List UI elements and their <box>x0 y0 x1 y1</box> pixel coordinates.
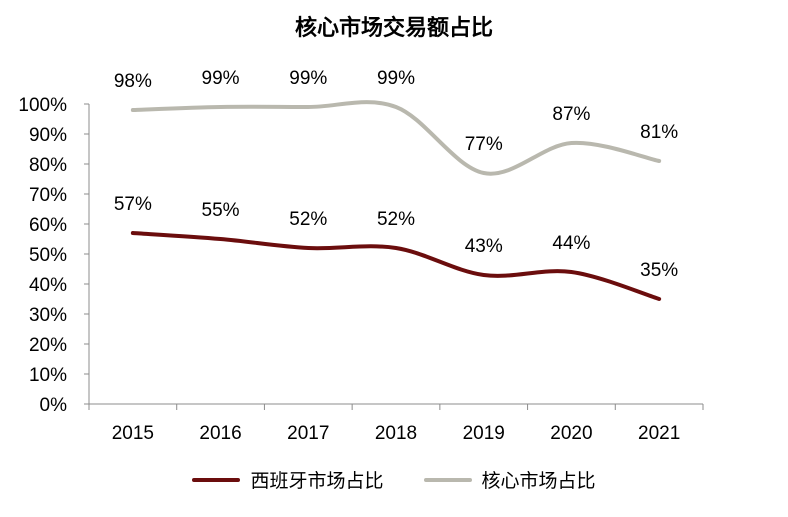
legend: 西班牙市场占比 核心市场占比 <box>0 466 788 493</box>
data-label-spain: 43% <box>465 236 503 257</box>
y-tick-label: 90% <box>29 125 67 146</box>
data-label-spain: 44% <box>552 233 590 254</box>
data-label-spain: 55% <box>202 200 240 221</box>
data-label-spain: 35% <box>640 260 678 281</box>
data-label-core: 81% <box>640 122 678 143</box>
legend-swatch-core <box>423 477 472 482</box>
y-tick-label: 20% <box>29 335 67 356</box>
legend-label-spain: 西班牙市场占比 <box>250 470 384 492</box>
y-tick-label: 30% <box>29 305 67 326</box>
y-tick-label: 70% <box>29 185 67 206</box>
y-tick-label: 80% <box>29 155 67 176</box>
legend-item-spain: 西班牙市场占比 <box>192 466 384 493</box>
data-label-core: 99% <box>289 68 327 89</box>
x-tick-label: 2016 <box>199 423 241 444</box>
y-tick-label: 0% <box>40 395 68 416</box>
x-tick-label: 2020 <box>550 423 592 444</box>
data-label-core: 87% <box>552 104 590 125</box>
y-tick-label: 100% <box>18 95 67 116</box>
y-tick-label: 10% <box>29 365 67 386</box>
data-label-core: 98% <box>114 71 152 92</box>
data-label-spain: 57% <box>114 194 152 215</box>
data-label-core: 99% <box>202 68 240 89</box>
chart-title: 核心市场交易额占比 <box>294 16 493 41</box>
data-label-core: 77% <box>465 134 503 155</box>
y-tick-label: 40% <box>29 275 67 296</box>
data-label-spain: 52% <box>377 209 415 230</box>
legend-label-core: 核心市场占比 <box>481 470 596 492</box>
legend-swatch-spain <box>192 477 241 482</box>
data-label-spain: 52% <box>289 209 327 230</box>
legend-item-core: 核心市场占比 <box>423 466 596 493</box>
y-tick-label: 50% <box>29 245 67 266</box>
x-tick-label: 2018 <box>375 423 417 444</box>
x-tick-label: 2019 <box>463 423 505 444</box>
y-tick-label: 60% <box>29 215 67 236</box>
data-label-core: 99% <box>377 68 415 89</box>
x-tick-label: 2015 <box>112 423 154 444</box>
x-tick-label: 2017 <box>287 423 329 444</box>
x-tick-label: 2021 <box>638 423 680 444</box>
